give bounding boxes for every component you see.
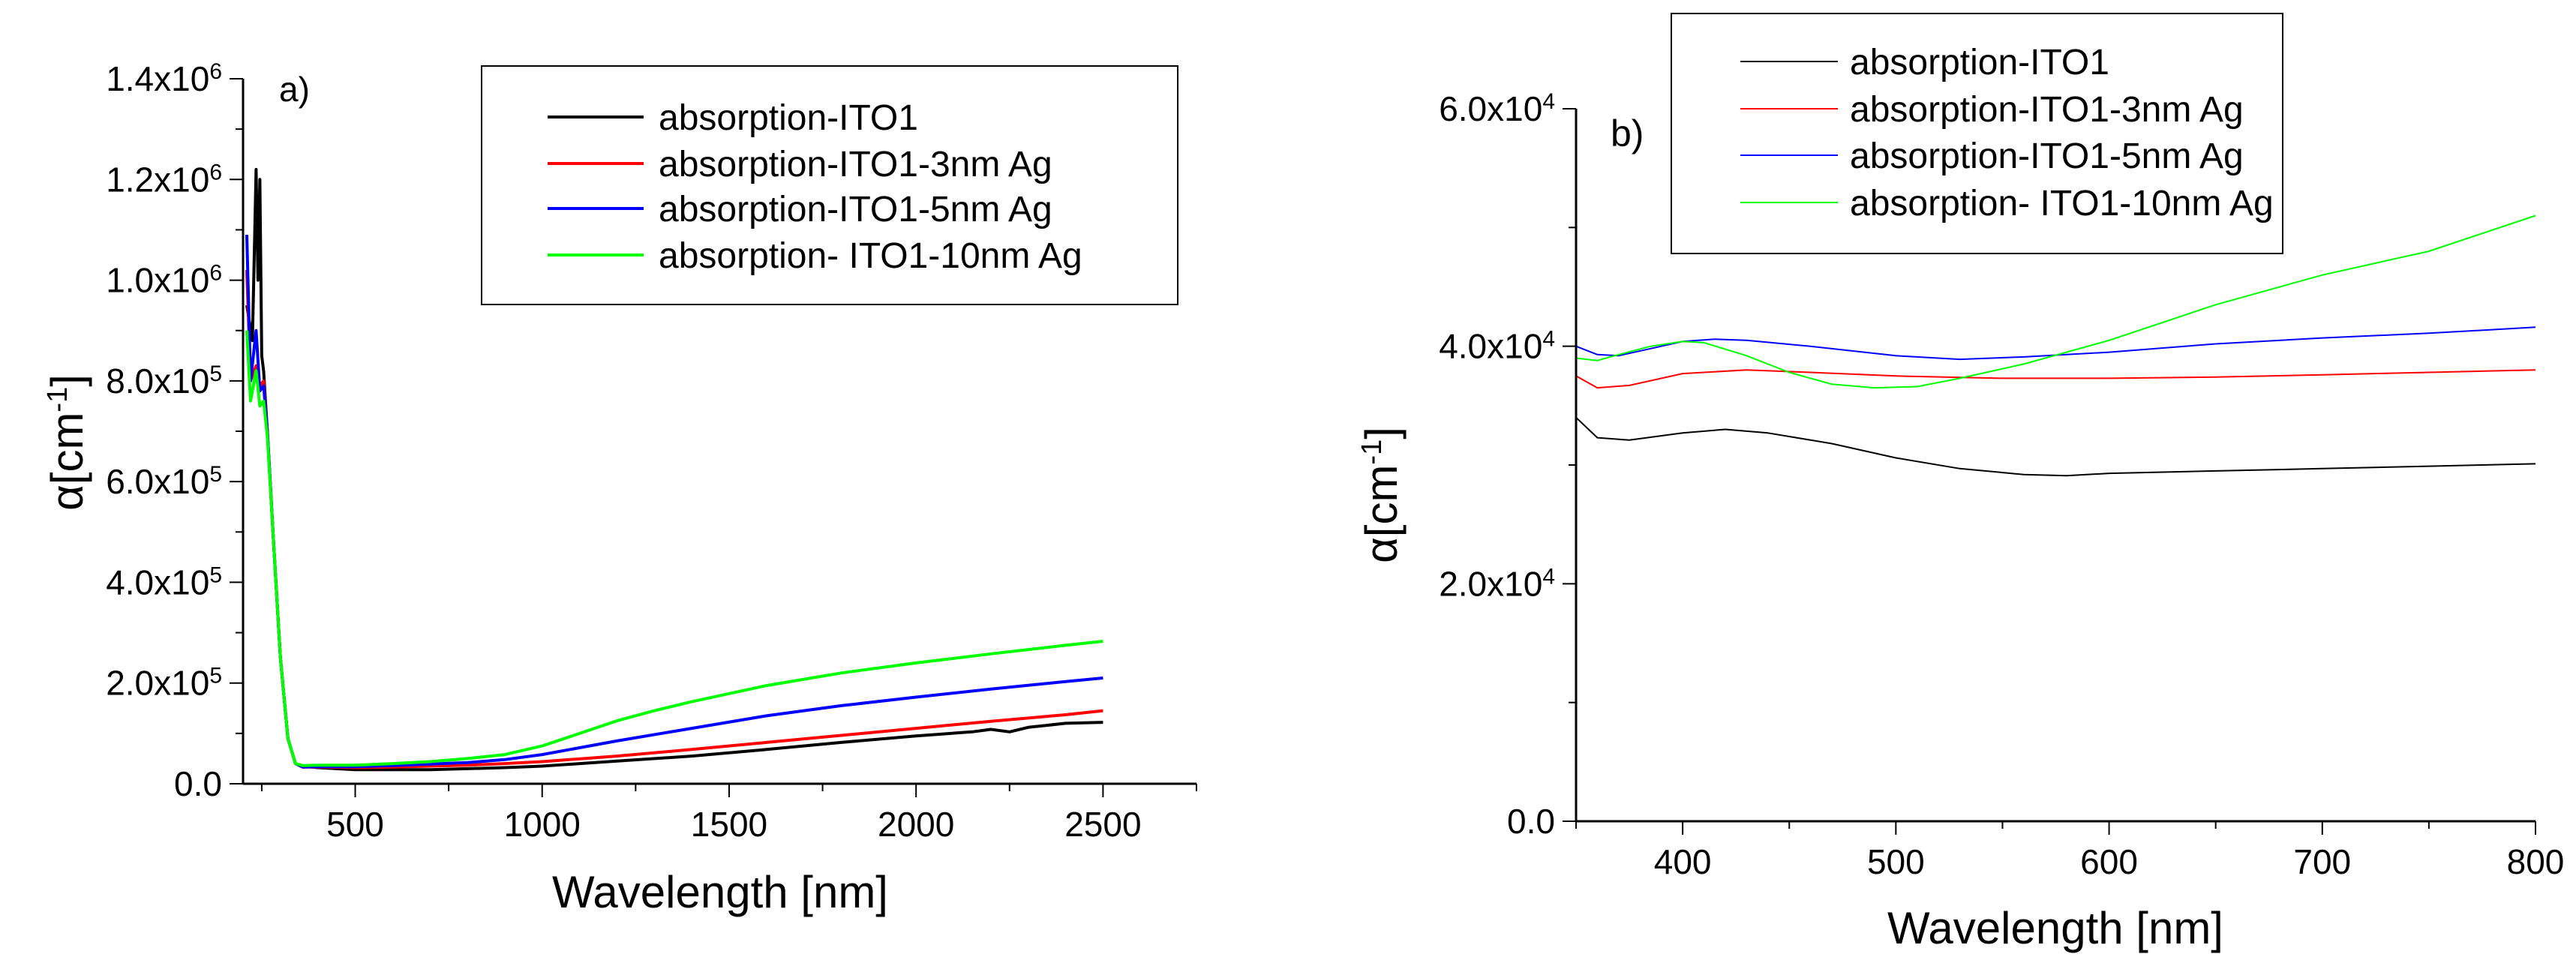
- panel-a-legend: absorption-ITO1 absorption-ITO1-3nm Ag a…: [481, 65, 1178, 305]
- panel-a-series-line-0: [245, 167, 1103, 772]
- panel-b-legend-label-2: absorption-ITO1-5nm Ag: [1850, 136, 2244, 176]
- panel-b-legend-box: [1671, 13, 2283, 254]
- panel-a-series-group: [245, 167, 1103, 772]
- panel-a-tick-labels: 500 1000 1500 2000 2500 0.0 2.0x105 4.0x105 6.0x…: [106, 59, 1141, 844]
- panel-b-series-group: [1575, 214, 2536, 477]
- panel-a-x-axis-title: Wavelength [nm]: [552, 867, 888, 917]
- panel-b-ticks: [1563, 108, 2536, 835]
- panel-a-x-tick-label: 2000: [878, 805, 954, 844]
- panel-a-y-tick-label: 1.0x106: [106, 260, 222, 300]
- panel-b-x-tick-label: 800: [2507, 842, 2565, 881]
- panel-b-y-tick-label: 6.0x104: [1439, 89, 1555, 129]
- panel-a-ticks: [230, 78, 1197, 797]
- panel-a-y-tick-label: 1.2x106: [106, 160, 222, 199]
- panel-a-series-line-2: [245, 235, 1103, 769]
- panel-b-series-line-3: [1575, 214, 2536, 389]
- panel-a-y-axis-title: α[cm-1]: [42, 374, 92, 511]
- panel-b-legend-label-0: absorption-ITO1: [1850, 43, 2109, 82]
- panel-a-series-line-1: [245, 270, 1103, 770]
- panel-b-legend-label-3: absorption- ITO1-10nm Ag: [1850, 184, 2274, 224]
- panel-b-y-axis-title: α[cm-1]: [1356, 427, 1407, 563]
- panel-a-y-axis-title-sup: -1: [42, 387, 74, 412]
- panel-b-series-line-0: [1575, 416, 2536, 477]
- panel-a-x-tick-label: 1000: [504, 805, 581, 844]
- panel-a-y-tick-label: 6.0x105: [106, 462, 222, 502]
- panel-b-tick-labels: 400 500 600 700 800 0.0 2.0x104 4.0x104 6.0x104: [1439, 89, 2564, 882]
- panel-a-x-tick-label: 500: [326, 805, 384, 844]
- panel-b-y-axis-title-end: ]: [1356, 427, 1407, 440]
- panel-a-y-tick-label: 4.0x105: [106, 562, 222, 602]
- panel-b-y-tick-label: 2.0x104: [1439, 564, 1555, 604]
- panel-b-x-tick-label: 600: [2080, 842, 2138, 881]
- panel-a-y-tick-label: 2.0x105: [106, 663, 222, 703]
- panel-a-label: a): [279, 70, 310, 109]
- panel-a-y-tick-label: 8.0x105: [106, 361, 222, 400]
- panel-b-y-tick-label: 4.0x104: [1439, 326, 1555, 366]
- panel-a-legend-label-2: absorption-ITO1-5nm Ag: [659, 190, 1052, 230]
- panel-b-series-line-2: [1575, 326, 2536, 361]
- panel-b-y-axis-title-base: α[cm: [1356, 465, 1407, 563]
- panel-b-y-tick-label: 0.0: [1507, 802, 1555, 841]
- panel-a-series-line-3: [245, 330, 1103, 767]
- panel-b-chart: 400 500 600 700 8000.02.0x1044.0x1046.0x104 …: [1356, 13, 2564, 953]
- panel-b-series-line-1: [1575, 369, 2536, 389]
- panel-a-legend-label-3: absorption- ITO1-10nm Ag: [659, 236, 1082, 276]
- panel-a-y-axis-title-base: α[cm: [42, 412, 92, 511]
- panel-a-x-tick-label: 1500: [691, 805, 767, 844]
- panel-a-x-tick-label: 2500: [1064, 805, 1141, 844]
- panel-a-legend-box: [481, 65, 1178, 305]
- panel-b-x-tick-label: 700: [2293, 842, 2351, 881]
- panel-b-x-axis-title: Wavelength [nm]: [1887, 903, 2223, 953]
- panel-a-y-axis-title-end: ]: [42, 374, 92, 387]
- panel-b-label: b): [1611, 112, 1644, 154]
- panel-b-y-axis-title-sup: -1: [1356, 440, 1388, 465]
- panel-a-chart: 500 1000 1500 2000 2500 0.0 2.0x105 4.0x105 6.0x…: [42, 59, 1197, 917]
- panel-b-legend: absorption-ITO1 absorption-ITO1-3nm Ag a…: [1671, 13, 2283, 254]
- panel-a-legend-label-0: absorption-ITO1: [659, 98, 918, 138]
- panel-b-x-tick-label: 400: [1654, 842, 1712, 881]
- panel-a-y-tick-label: 0.0: [174, 764, 222, 803]
- panel-b-legend-label-1: absorption-ITO1-3nm Ag: [1850, 90, 2244, 130]
- panel-b-x-tick-label: 500: [1867, 842, 1925, 881]
- panel-a-y-tick-label: 1.4x106: [106, 59, 222, 99]
- panel-a-legend-label-1: absorption-ITO1-3nm Ag: [659, 145, 1052, 184]
